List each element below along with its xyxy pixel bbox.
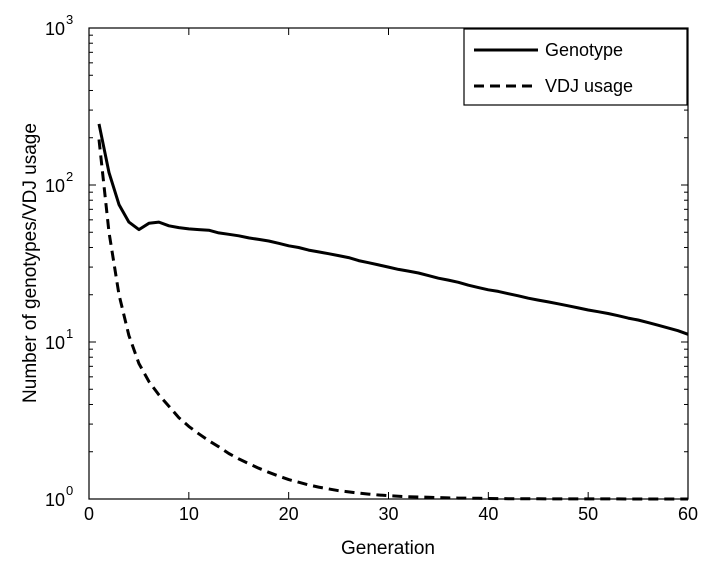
y-tick-label: 10 2 [45,169,73,196]
x-tick-label: 40 [478,504,498,524]
legend-box [463,28,688,106]
x-axis-label: Generation [341,538,435,559]
y-tick-base: 10 [45,176,65,196]
y-tick-exponent: 2 [66,169,73,184]
series-line-vdj-usage [97,139,688,501]
y-tick-base: 10 [45,333,65,353]
series-layer [97,123,689,501]
y-tick-base: 10 [45,490,65,510]
y-tick-label: 10 1 [45,326,73,353]
y-tick-exponent: 3 [66,12,73,27]
x-tick-label: 30 [378,504,398,524]
x-tick-label: 60 [678,504,698,524]
legend-label-vdj-usage: VDJ usage [545,76,633,96]
y-tick-exponent: 0 [66,483,73,498]
x-tick-label: 10 [179,504,199,524]
legend-label-genotype: Genotype [545,40,623,60]
y-tick-base: 10 [45,19,65,39]
legend: Genotype VDJ usage [463,28,688,106]
plot-area [88,27,689,500]
series-line-genotype [97,123,689,336]
y-tick-label: 10 3 [45,12,73,39]
y-tick-label: 10 0 [45,483,73,510]
y-axis-label: Number of genotypes/VDJ usage [20,123,41,403]
x-tick-label: 50 [578,504,598,524]
x-tick-label: 20 [279,504,299,524]
y-tick-exponent: 1 [66,326,73,341]
x-tick-label: 0 [84,504,94,524]
